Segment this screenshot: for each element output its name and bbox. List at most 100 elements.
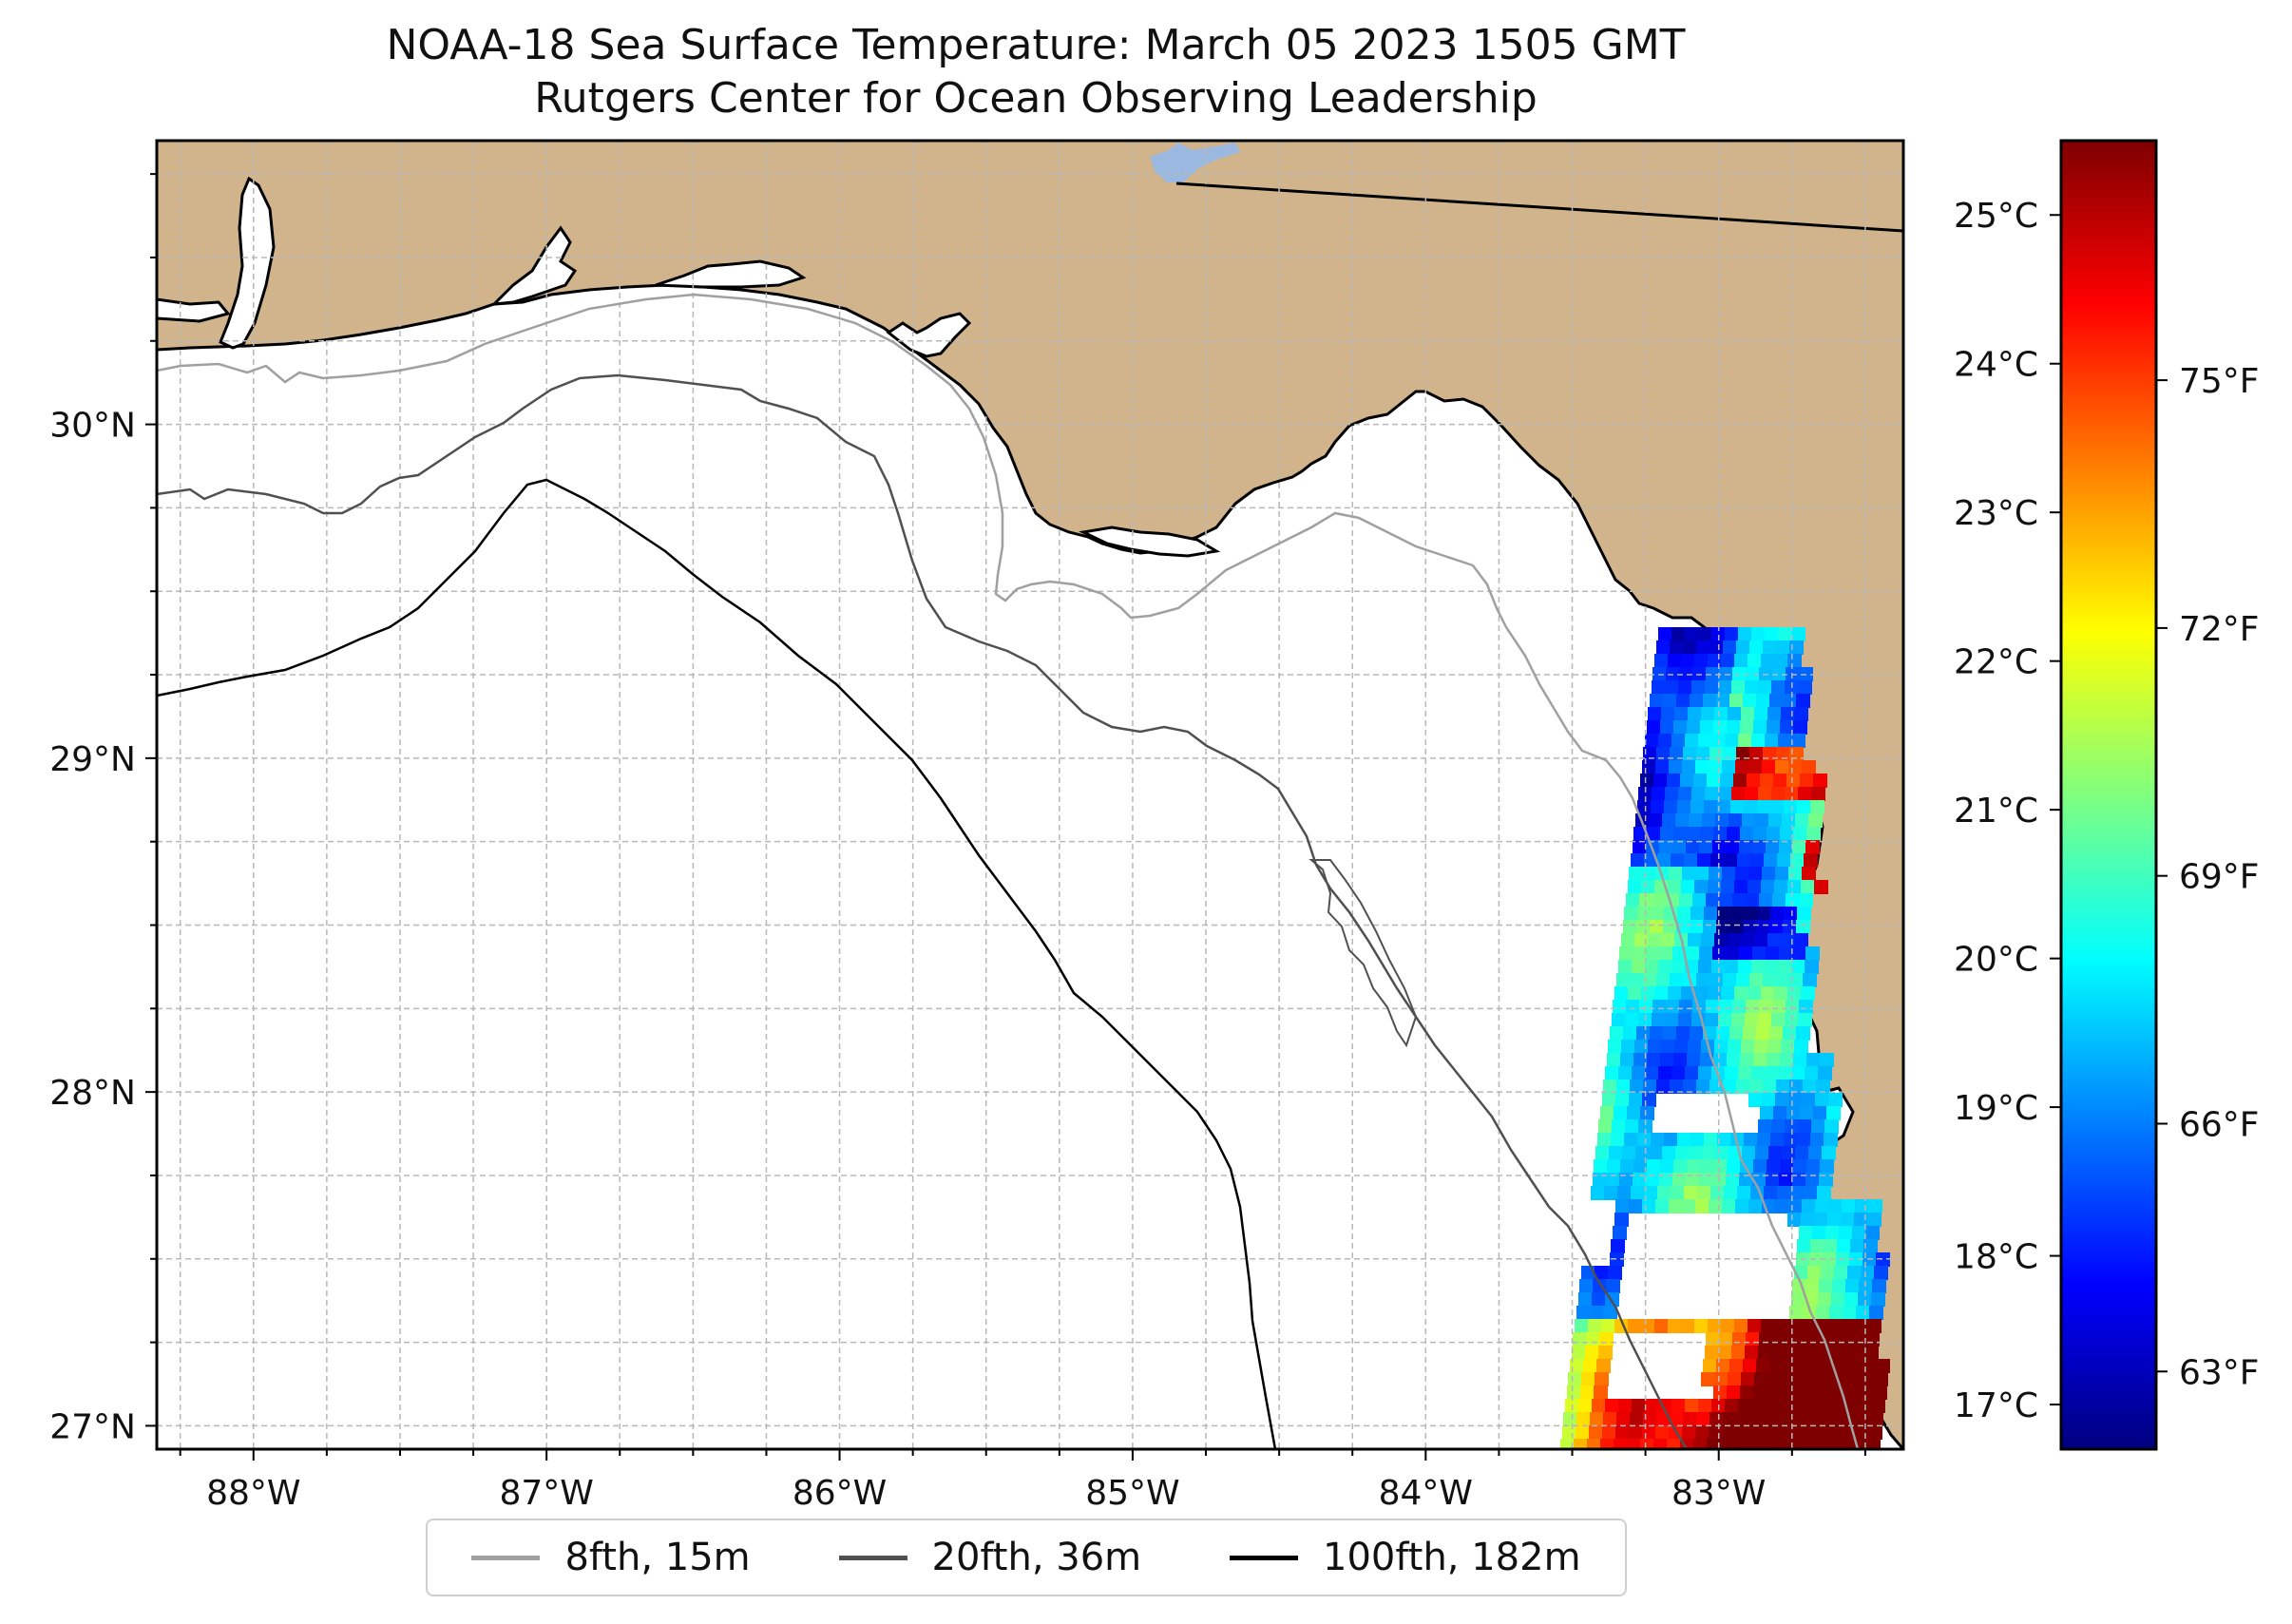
- sst-pixel: [1729, 694, 1744, 708]
- sst-pixel: [1707, 1439, 1721, 1449]
- sst-pixel: [1794, 1040, 1808, 1054]
- sst-pixel: [1710, 853, 1725, 868]
- sst-pixel: [1873, 1385, 1887, 1400]
- sst-pixel: [1749, 973, 1764, 987]
- sst-pixel: [1718, 1346, 1732, 1360]
- sst-pixel: [1737, 853, 1751, 868]
- sst-pixel: [1606, 1173, 1620, 1187]
- y-tick-label: 30°N: [49, 407, 136, 446]
- sst-pixel: [1747, 1439, 1761, 1449]
- sst-pixel: [1709, 640, 1724, 655]
- sst-pixel: [1794, 933, 1808, 947]
- sst-pixel: [1676, 694, 1690, 708]
- sst-pixel: [1868, 1425, 1882, 1440]
- sst-pixel: [1799, 1000, 1813, 1014]
- sst-pixel: [1603, 1079, 1617, 1094]
- sst-pixel: [1581, 1372, 1595, 1386]
- sst-pixel: [1797, 800, 1811, 814]
- sst-pixel: [1716, 920, 1730, 934]
- sst-pixel: [1793, 1053, 1807, 1067]
- sst-pixel: [1621, 1040, 1635, 1054]
- sst-pixel: [1651, 1133, 1665, 1147]
- sst-pixel: [1682, 760, 1696, 774]
- sst-pixel: [1805, 1066, 1819, 1080]
- sst-pixel: [1801, 986, 1815, 1001]
- sst-pixel: [1580, 1385, 1595, 1400]
- sst-pixel: [1633, 946, 1647, 961]
- sst-pixel: [1795, 1146, 1809, 1160]
- sst-pixel: [1659, 1173, 1673, 1187]
- sst-pixel: [1770, 800, 1785, 814]
- sst-pixel: [1678, 1013, 1692, 1027]
- sst-pixel: [1740, 827, 1754, 841]
- sst-pixel: [1803, 1412, 1817, 1426]
- state-border: [1175, 182, 1903, 233]
- sst-pixel: [1638, 1119, 1652, 1134]
- sst-pixel: [1868, 1199, 1882, 1213]
- sst-pixel: [1711, 627, 1726, 641]
- sst-pixel: [1722, 760, 1736, 774]
- sst-pixel: [1740, 1053, 1754, 1067]
- sst-pixel: [1723, 1412, 1737, 1426]
- sst-pixel: [1671, 1399, 1686, 1413]
- sst-pixel: [1741, 707, 1755, 721]
- sst-pixel: [1824, 1119, 1839, 1134]
- sst-pixel: [1745, 680, 1759, 695]
- sst-pixel: [1798, 1346, 1812, 1360]
- sst-pixel: [1832, 1279, 1846, 1293]
- sst-pixel: [1646, 1173, 1660, 1187]
- sst-pixel: [1743, 1026, 1757, 1041]
- sst-pixel: [1699, 1173, 1713, 1187]
- sst-pixel: [1704, 1133, 1718, 1147]
- sst-pixel: [1647, 1053, 1661, 1067]
- sst-pixel: [1827, 1319, 1842, 1333]
- sst-pixel: [1775, 867, 1789, 881]
- sst-pixel: [1787, 1213, 1802, 1227]
- sst-pixel: [1731, 680, 1746, 695]
- sst-pixel: [1864, 1346, 1879, 1360]
- sst-pixel: [1744, 907, 1758, 921]
- sst-pixel: [1721, 880, 1735, 894]
- sst-pixel: [1570, 1359, 1584, 1373]
- sst-pixel: [1709, 1412, 1724, 1426]
- sst-pixel: [1814, 1319, 1828, 1333]
- sst-pixel: [1789, 1412, 1804, 1426]
- sst-pixel: [1723, 1079, 1737, 1094]
- sst-pixel: [1747, 774, 1761, 788]
- sst-pixel: [1777, 1186, 1791, 1200]
- sst-pixel: [1760, 1106, 1774, 1120]
- isobath-8fth: [157, 293, 1860, 1449]
- sst-pixel: [1710, 1186, 1725, 1200]
- sst-pixel: [1713, 827, 1728, 841]
- sst-pixel: [1861, 1266, 1875, 1280]
- sst-pixel: [1620, 1159, 1634, 1174]
- sst-pixel: [1745, 787, 1759, 801]
- sst-pixel: [1825, 1332, 1840, 1347]
- sst-pixel: [1607, 1159, 1621, 1174]
- sst-pixel: [1670, 747, 1684, 761]
- sst-pixel: [1614, 1213, 1629, 1227]
- sst-pixel: [1820, 1385, 1834, 1400]
- sst-pixel: [1815, 1425, 1829, 1440]
- sst-pixel: [1614, 986, 1629, 1001]
- sst-pixel: [1810, 800, 1824, 814]
- sst-pixel: [1805, 1399, 1819, 1413]
- sst-pixel: [1805, 1279, 1820, 1293]
- sst-pixel: [1803, 1079, 1817, 1094]
- sst-pixel: [1632, 1066, 1646, 1080]
- sst-pixel: [1753, 720, 1767, 735]
- sst-pixel: [1772, 893, 1786, 908]
- sst-pixel: [1708, 880, 1722, 894]
- sst-pixel: [1748, 986, 1762, 1001]
- sst-pixel: [1643, 973, 1657, 987]
- sst-pixel: [1739, 840, 1753, 854]
- sst-pixel: [1854, 1213, 1868, 1227]
- sst-pixel: [1801, 1319, 1815, 1333]
- sst-pixel: [1776, 640, 1790, 655]
- sst-pixel: [1721, 654, 1735, 668]
- sst-pixel: [1788, 1199, 1803, 1213]
- sst-pixel: [1780, 1053, 1794, 1067]
- sst-pixel: [1724, 853, 1738, 868]
- sst-pixel: [1601, 1319, 1615, 1333]
- sst-pixel: [1793, 1385, 1807, 1400]
